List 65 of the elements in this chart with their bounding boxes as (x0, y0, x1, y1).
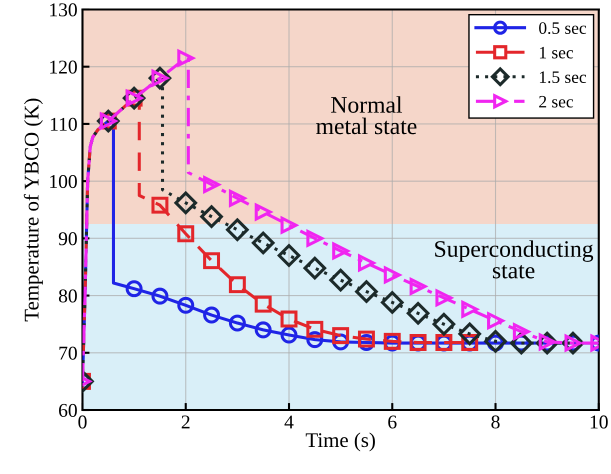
point (332, 242, 350, 260)
x-tick-label: 6 (388, 415, 397, 429)
point (461, 300, 478, 318)
y-tick-label: 110 (50, 118, 77, 131)
point (203, 306, 220, 324)
y-tick-label: 120 (50, 60, 77, 74)
point (151, 288, 168, 305)
point (303, 256, 326, 280)
point (254, 204, 272, 221)
point (329, 268, 352, 292)
x-tick-label: 10 (590, 415, 608, 429)
point (435, 289, 452, 306)
band-label: Normal metal state (316, 96, 416, 134)
point (177, 50, 194, 67)
point (410, 278, 427, 295)
point (252, 232, 275, 254)
y-tick-label: 90 (58, 232, 77, 246)
x-tick-label: 0 (78, 415, 87, 429)
point (384, 266, 401, 284)
point (306, 230, 324, 247)
point (254, 321, 272, 338)
point (228, 276, 246, 294)
point (406, 302, 430, 325)
point (254, 296, 272, 313)
x-tick-label: 8 (491, 415, 500, 429)
legend-label: 0.5 sec (539, 22, 586, 34)
point (203, 176, 220, 194)
point (380, 291, 404, 314)
point (126, 280, 143, 298)
point (280, 310, 298, 328)
point (484, 330, 507, 353)
point (177, 225, 194, 242)
point (278, 244, 300, 267)
legend-label: 1 sec (540, 46, 574, 58)
point (228, 190, 246, 207)
y-tick-label: 100 (50, 174, 77, 188)
point (226, 218, 249, 242)
point (487, 312, 504, 330)
point (174, 192, 198, 214)
point (228, 314, 246, 332)
point (432, 312, 456, 336)
point (512, 323, 530, 340)
point (355, 280, 378, 303)
point (203, 252, 220, 270)
y-tick-label: 60 (59, 404, 77, 417)
point (280, 216, 298, 234)
point (358, 330, 375, 348)
point (358, 254, 375, 272)
legend-label: 2 sec (539, 96, 574, 108)
legend-label: 1.5 sec (540, 71, 586, 84)
y-tick-label: 80 (58, 289, 77, 303)
point (200, 205, 223, 228)
point (151, 196, 168, 214)
point (332, 327, 350, 344)
y-tick-label: 130 (50, 3, 77, 16)
x-tick-label: 4 (284, 416, 294, 428)
y-axis-title: Temperature of YBCO (K) (24, 98, 43, 322)
band-label: Superconducting state (435, 240, 594, 278)
point (458, 322, 482, 346)
point (306, 320, 324, 338)
x-axis-title: Time (s) (306, 432, 375, 452)
y-tick-label: 70 (59, 346, 77, 360)
x-tick-label: 2 (182, 415, 190, 428)
point (280, 326, 298, 344)
point (177, 296, 194, 314)
